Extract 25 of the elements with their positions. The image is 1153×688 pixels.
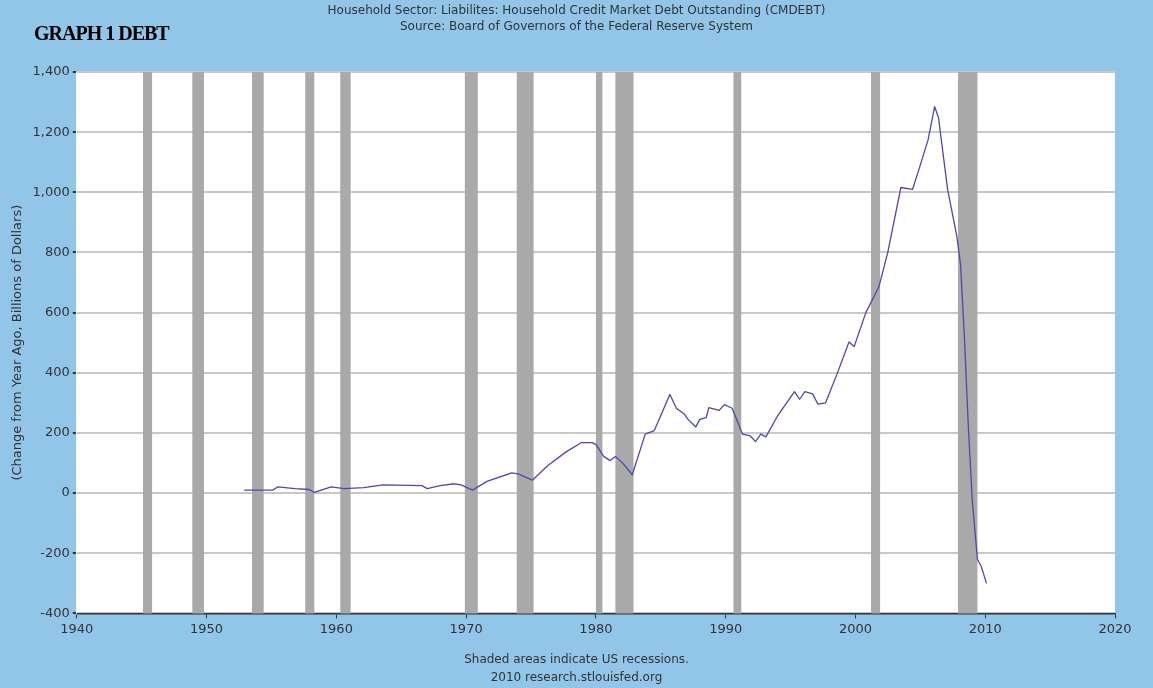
caption: GRAPH 1 DEBT [34, 22, 169, 45]
y-tick-label: 0 [61, 484, 70, 500]
y-tick-label: -200 [40, 544, 70, 560]
y-tick-label: 600 [44, 304, 70, 319]
x-tick-label: 1960 [319, 620, 353, 636]
y-tick-label: 800 [44, 243, 70, 259]
y-tick-label: -400 [40, 604, 70, 620]
x-tick-label: 2020 [1098, 620, 1132, 636]
chart-title: Household Sector: Liabilites: Household Credit Market Debt Outstanding (CMDEBT) [326, 2, 827, 18]
y-tick-label: 200 [44, 424, 70, 440]
x-tick-label: 2010 [968, 620, 1002, 636]
x-tick-label: 2000 [838, 620, 872, 636]
x-tick-label: 1980 [579, 620, 613, 636]
x-tick-label: 1970 [449, 620, 483, 636]
x-tick-label: 1950 [190, 620, 224, 636]
y-tick-label: 1,200 [32, 123, 70, 139]
x-tick-label: 1940 [60, 620, 94, 636]
text: 2010 research.stlouisfed.org [489, 669, 664, 686]
chart-subtitle: Source: Board of Governors of the Federal Reserve System [399, 19, 754, 33]
y-axis-title: (Change from Year Ago, Billions of Dollars) [9, 204, 25, 481]
text: Shaded areas indicate US recessions. [463, 651, 690, 668]
x-tick-label: 1990 [709, 620, 743, 636]
y-tick-label: 400 [44, 364, 70, 380]
y-tick-label: 1,400 [32, 63, 70, 79]
y-tick-label: 1,000 [32, 183, 70, 199]
